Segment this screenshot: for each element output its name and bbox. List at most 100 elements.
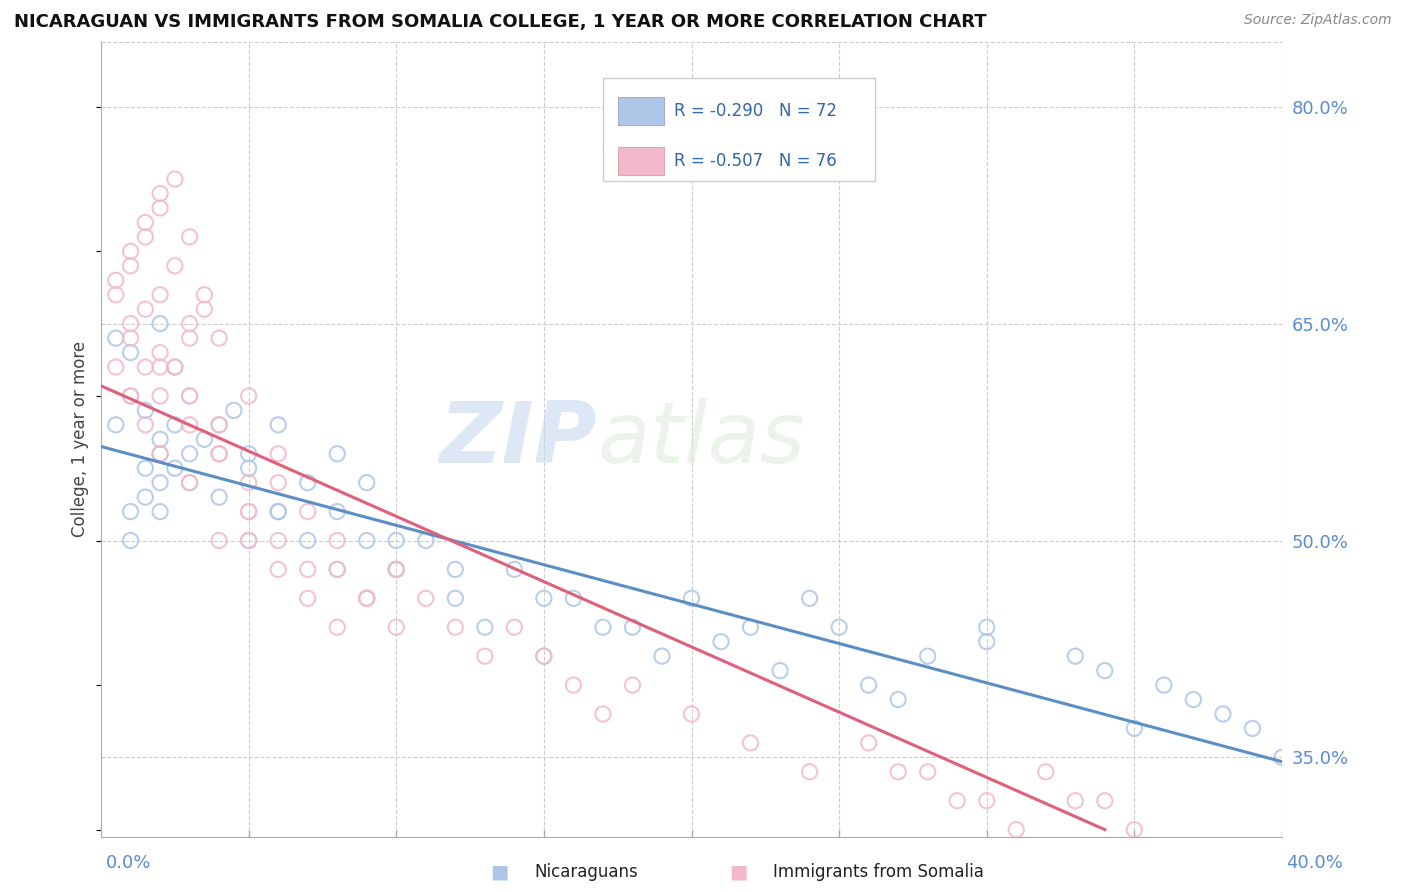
Point — [1271, 750, 1294, 764]
Point — [356, 591, 378, 606]
Point — [134, 417, 156, 432]
Point — [149, 505, 172, 519]
Point — [562, 678, 585, 692]
Point — [163, 259, 186, 273]
Point — [562, 591, 585, 606]
Point — [104, 331, 127, 345]
Text: Nicaraguans: Nicaraguans — [534, 863, 638, 881]
Point — [120, 505, 142, 519]
Point — [120, 389, 142, 403]
Point — [120, 345, 142, 359]
Point — [858, 678, 880, 692]
Point — [297, 562, 319, 576]
Point — [179, 389, 201, 403]
Point — [444, 591, 467, 606]
Text: R = -0.290   N = 72: R = -0.290 N = 72 — [673, 102, 837, 120]
Point — [326, 562, 349, 576]
Point — [149, 317, 172, 331]
Point — [976, 634, 998, 648]
Text: ZIP: ZIP — [440, 398, 598, 481]
Text: R = -0.507   N = 76: R = -0.507 N = 76 — [673, 152, 837, 170]
Point — [208, 417, 231, 432]
Point — [267, 417, 290, 432]
Point — [740, 736, 762, 750]
Point — [134, 230, 156, 244]
Point — [326, 447, 349, 461]
Point — [134, 490, 156, 504]
Point — [740, 620, 762, 634]
Point — [415, 533, 437, 548]
Point — [503, 562, 526, 576]
Point — [179, 317, 201, 331]
Point — [238, 533, 260, 548]
Point — [120, 259, 142, 273]
Point — [179, 447, 201, 461]
Point — [503, 620, 526, 634]
Point — [238, 505, 260, 519]
Point — [238, 447, 260, 461]
Point — [592, 706, 614, 721]
Point — [1094, 794, 1116, 808]
Point — [1035, 764, 1057, 779]
Point — [120, 331, 142, 345]
Point — [828, 620, 851, 634]
Text: ■: ■ — [489, 863, 509, 882]
Point — [134, 461, 156, 475]
Point — [120, 244, 142, 259]
Point — [238, 505, 260, 519]
Point — [104, 359, 127, 374]
Point — [799, 764, 821, 779]
Point — [621, 678, 644, 692]
Point — [917, 764, 939, 779]
Point — [238, 389, 260, 403]
Point — [120, 533, 142, 548]
Point — [769, 664, 792, 678]
Point — [1064, 649, 1087, 664]
Point — [1182, 692, 1205, 706]
Point — [858, 736, 880, 750]
Point — [179, 475, 201, 490]
Point — [592, 620, 614, 634]
Point — [267, 505, 290, 519]
Point — [444, 620, 467, 634]
Point — [163, 359, 186, 374]
Point — [104, 287, 127, 301]
Point — [267, 475, 290, 490]
Point — [385, 620, 408, 634]
Point — [163, 417, 186, 432]
Point — [533, 649, 555, 664]
Point — [134, 302, 156, 317]
Text: atlas: atlas — [598, 398, 806, 481]
Point — [976, 620, 998, 634]
Point — [356, 475, 378, 490]
Point — [208, 533, 231, 548]
Y-axis label: College, 1 year or more: College, 1 year or more — [72, 342, 89, 537]
Point — [208, 447, 231, 461]
Point — [1123, 722, 1146, 736]
Text: Immigrants from Somalia: Immigrants from Somalia — [773, 863, 984, 881]
Point — [149, 186, 172, 201]
Point — [385, 562, 408, 576]
Point — [238, 533, 260, 548]
Point — [297, 475, 319, 490]
Point — [356, 533, 378, 548]
FancyBboxPatch shape — [603, 78, 875, 181]
Point — [267, 505, 290, 519]
Point — [222, 403, 245, 417]
Point — [238, 461, 260, 475]
Point — [356, 591, 378, 606]
Point — [149, 432, 172, 446]
Point — [1094, 664, 1116, 678]
Point — [134, 215, 156, 229]
Point — [946, 794, 969, 808]
Point — [917, 649, 939, 664]
Point — [887, 764, 910, 779]
Point — [297, 591, 319, 606]
Point — [134, 359, 156, 374]
Point — [474, 620, 496, 634]
Point — [149, 359, 172, 374]
Point — [533, 591, 555, 606]
Point — [1005, 822, 1028, 837]
Text: Source: ZipAtlas.com: Source: ZipAtlas.com — [1244, 13, 1392, 28]
Point — [149, 447, 172, 461]
